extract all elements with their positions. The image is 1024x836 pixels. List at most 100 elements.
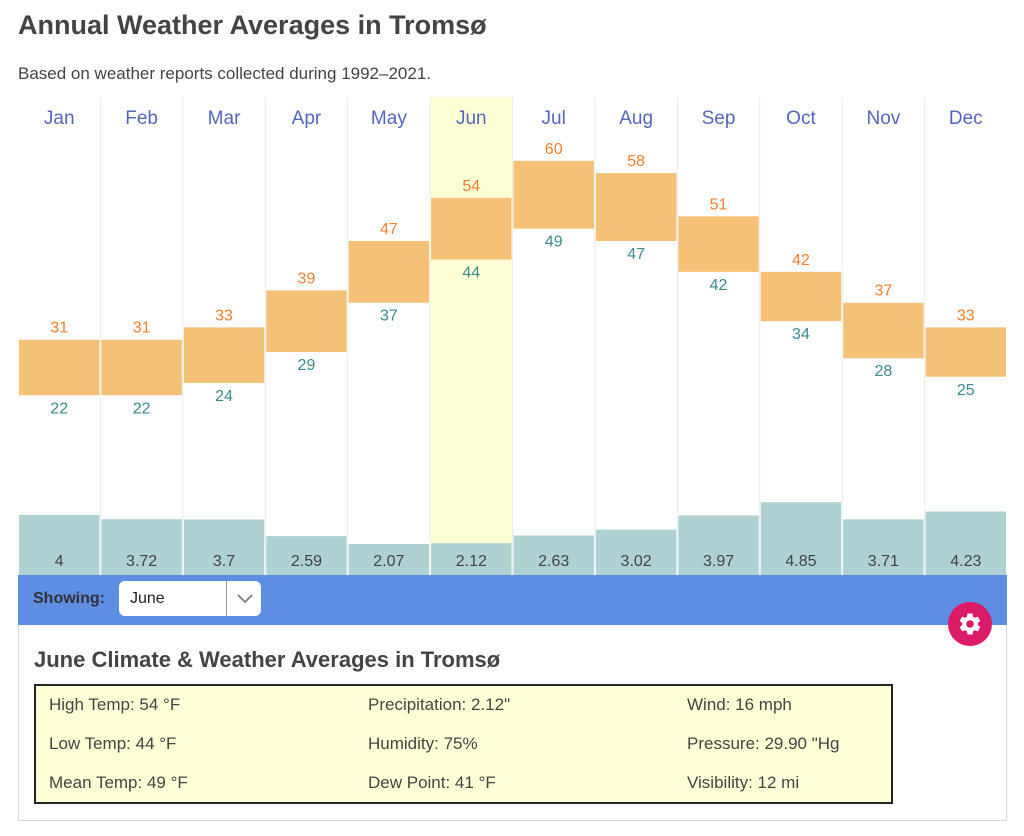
showing-label: Showing: <box>33 590 105 607</box>
precip-label: 4 <box>55 553 64 570</box>
month-select-value: June <box>130 590 165 607</box>
low-temp-label: 25 <box>957 382 975 399</box>
month-label: Mar <box>208 108 241 129</box>
stat-visibility: Visibility: 12 mi <box>687 773 800 792</box>
precip-bar <box>513 535 594 575</box>
low-temp-label: 29 <box>298 357 316 374</box>
precip-label: 3.97 <box>703 553 734 570</box>
stat-mean-temp: Mean Temp: 49 °F <box>49 773 188 792</box>
stat-high-temp: High Temp: 54 °F <box>49 695 181 714</box>
temp-range-bar <box>760 271 842 322</box>
precip-label: 3.02 <box>621 553 652 570</box>
high-temp-label: 47 <box>380 221 398 238</box>
low-temp-label: 24 <box>215 388 233 405</box>
low-temp-label: 42 <box>710 277 728 294</box>
temp-range-bar <box>678 216 759 272</box>
temp-range-bar <box>19 339 100 396</box>
precip-bar <box>678 515 759 575</box>
page-subtitle: Based on weather reports collected durin… <box>18 64 432 83</box>
precip-bar <box>266 536 347 575</box>
stat-precipitation: Precipitation: 2.12" <box>368 695 511 714</box>
precip-label: 3.71 <box>868 553 899 570</box>
low-temp-label: 49 <box>545 234 563 251</box>
month-label: Nov <box>866 108 900 129</box>
precip-bar <box>19 515 100 575</box>
temp-range-bar <box>183 327 265 383</box>
temp-range-bar <box>843 302 924 359</box>
month-column-jan[interactable] <box>18 97 101 575</box>
page-title: Annual Weather Averages in Tromsø <box>18 10 487 40</box>
gear-icon <box>959 613 981 635</box>
stat-dew-point: Dew Point: 41 °F <box>368 773 496 792</box>
high-temp-label: 31 <box>133 320 151 337</box>
detail-title: June Climate & Weather Averages in Troms… <box>34 647 501 672</box>
stat-low-temp: Low Temp: 44 °F <box>49 734 177 753</box>
temp-range-bar <box>925 327 1006 377</box>
low-temp-label: 34 <box>792 326 810 343</box>
control-bar: Showing: June <box>18 575 1007 625</box>
precip-label: 3.7 <box>213 553 235 570</box>
temp-range-bar <box>595 173 677 242</box>
temp-range-bar <box>431 197 512 260</box>
month-detail-panel: June Climate & Weather Averages in Troms… <box>18 625 1007 821</box>
settings-button[interactable] <box>948 602 992 646</box>
high-temp-label: 39 <box>298 270 316 287</box>
low-temp-label: 28 <box>874 363 892 380</box>
month-label: Jan <box>44 108 75 129</box>
month-label: Oct <box>786 108 816 129</box>
temp-range-bar <box>513 160 594 229</box>
month-column-sep[interactable] <box>677 97 760 575</box>
low-temp-label: 22 <box>50 400 68 417</box>
month-label: Sep <box>702 108 736 129</box>
month-column-jun[interactable] <box>430 97 513 575</box>
precip-label: 2.12 <box>456 553 487 570</box>
precip-label: 4.23 <box>950 553 981 570</box>
temp-range-bar <box>348 241 430 303</box>
stat-pressure: Pressure: 29.90 "Hg <box>687 734 840 753</box>
month-label: Feb <box>125 108 158 129</box>
stats-box: High Temp: 54 °F Precipitation: 2.12" Wi… <box>34 684 893 804</box>
high-temp-label: 58 <box>627 153 645 170</box>
high-temp-label: 42 <box>792 252 810 269</box>
precip-bar <box>843 519 924 575</box>
month-label: Apr <box>292 108 322 129</box>
precip-label: 4.85 <box>785 553 816 570</box>
weather-chart: Jan 31 22 4 Feb 31 22 3.72 Mar 33 24 3.7 Apr 39 29 2.59… <box>18 97 1007 575</box>
month-label: Aug <box>619 108 653 129</box>
precip-bar <box>183 519 265 575</box>
high-temp-label: 54 <box>462 178 480 195</box>
precip-label: 2.63 <box>538 553 569 570</box>
temp-range-bar <box>266 290 347 353</box>
high-temp-label: 51 <box>710 196 728 213</box>
stat-wind: Wind: 16 mph <box>687 695 792 714</box>
month-label: Jul <box>542 108 566 129</box>
precip-bar <box>595 529 677 575</box>
select-divider <box>226 581 227 616</box>
month-label: May <box>371 108 407 129</box>
chevron-down-icon[interactable] <box>234 587 256 609</box>
high-temp-label: 31 <box>50 320 68 337</box>
precip-bar <box>431 543 512 575</box>
high-temp-label: 33 <box>957 307 975 324</box>
low-temp-label: 22 <box>133 400 151 417</box>
precip-bar <box>760 502 842 575</box>
month-label: Dec <box>949 108 983 129</box>
stat-humidity: Humidity: 75% <box>368 734 478 753</box>
low-temp-label: 44 <box>462 265 480 282</box>
precip-bar <box>925 511 1006 575</box>
month-label: Jun <box>456 108 487 129</box>
precip-label: 2.59 <box>291 553 322 570</box>
month-column-feb[interactable] <box>100 97 183 575</box>
temp-range-bar <box>101 339 182 396</box>
month-column-oct[interactable] <box>759 97 843 575</box>
high-temp-label: 37 <box>874 283 892 300</box>
high-temp-label: 33 <box>215 307 233 324</box>
low-temp-label: 37 <box>380 308 398 325</box>
precip-label: 3.72 <box>126 553 157 570</box>
month-select[interactable]: June <box>119 581 261 616</box>
month-column-may[interactable] <box>347 97 431 575</box>
precip-bar <box>348 543 430 575</box>
low-temp-label: 47 <box>627 246 645 263</box>
high-temp-label: 60 <box>545 141 563 158</box>
precip-bar <box>101 519 182 575</box>
